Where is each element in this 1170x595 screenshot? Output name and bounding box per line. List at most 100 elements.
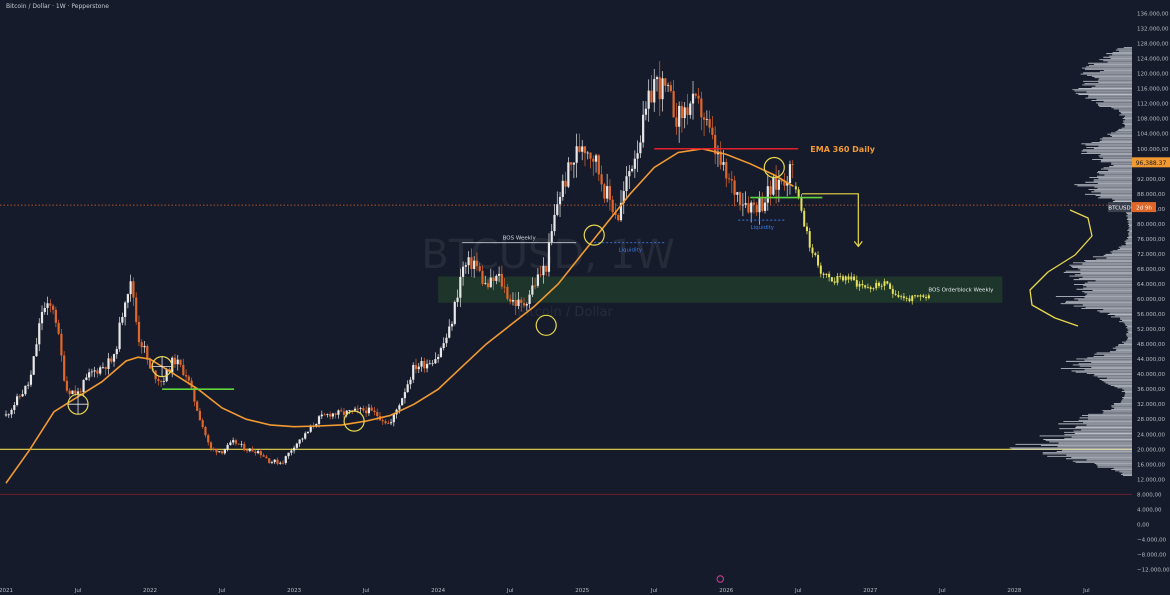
candle-body (265, 456, 268, 459)
candle-body (376, 412, 379, 417)
x-tick-label: 2028 (1007, 588, 1021, 594)
candle-body (492, 277, 495, 281)
candle-body (356, 408, 359, 410)
y-tick-label: 88.000,00 (1137, 192, 1165, 198)
candle-body (786, 182, 789, 186)
candle-body (594, 155, 598, 162)
candle-body (420, 361, 423, 367)
y-tick-label: 36.000,00 (1137, 387, 1165, 393)
y-tick-label: −4.000,00 (1137, 537, 1167, 543)
candle-body (140, 342, 143, 348)
y-tick-label: 80.000,00 (1137, 222, 1165, 228)
marker-circle (583, 224, 605, 246)
x-tick-label: Jul (506, 588, 514, 594)
candle-body (475, 260, 479, 267)
candle-body (489, 277, 492, 288)
x-tick-label: 2022 (143, 588, 157, 594)
candle-body (40, 311, 44, 324)
candle-body (547, 242, 551, 272)
marker-circle (535, 314, 557, 336)
candle-body (268, 458, 271, 463)
projection-body (875, 282, 878, 289)
candle-body (683, 107, 686, 119)
candle-body (342, 411, 346, 415)
projection-body (911, 295, 914, 302)
candle-body (110, 358, 113, 362)
candle-body (367, 407, 370, 414)
x-tick-label: 2027 (863, 588, 877, 594)
candle-body (306, 431, 310, 434)
candle-body (788, 164, 792, 183)
candle-body (301, 438, 304, 440)
candle-body (182, 364, 185, 376)
projection-body (833, 281, 836, 283)
candle-body (331, 413, 334, 417)
candle-body (600, 174, 603, 185)
candle-body (279, 462, 282, 464)
candle-body (473, 260, 476, 269)
candle-body (262, 455, 265, 457)
candle-body (456, 297, 459, 302)
candle-body (736, 192, 739, 195)
candle-body (85, 377, 88, 380)
candle-body (251, 448, 254, 452)
y-tick-label: 20.000,00 (1137, 447, 1165, 453)
candle-body (617, 215, 620, 221)
projection-body (869, 287, 872, 290)
candle-body (747, 203, 750, 213)
candle-body (13, 404, 16, 410)
candle-body (448, 326, 451, 338)
liquidity-label: Liquidity (618, 248, 642, 254)
marker-circle (763, 156, 785, 179)
y-tick-label: 116.000,00 (1137, 87, 1169, 93)
candle-body (783, 181, 786, 186)
candle-body (295, 443, 298, 448)
candle-body (622, 191, 625, 203)
candle-body (550, 231, 553, 243)
candle-body (209, 442, 213, 449)
candle-body (49, 303, 52, 306)
candle-body (65, 380, 69, 391)
candle-body (304, 433, 307, 439)
candle-body (434, 359, 437, 364)
candle-body (281, 462, 285, 464)
liquidity-label: Liquidity (751, 225, 775, 231)
candle-body (500, 273, 503, 287)
current-price-tag-bg (1132, 157, 1170, 168)
x-tick-label: 2023 (287, 588, 301, 594)
candle-body (459, 276, 462, 298)
ema-label: EMA 360 Daily (810, 145, 875, 154)
y-tick-label: 16.000,00 (1137, 462, 1165, 468)
candle-body (680, 105, 684, 119)
candle-body (727, 178, 731, 180)
projection-body (797, 189, 800, 198)
candle-body (7, 414, 10, 416)
projection-body (800, 197, 803, 211)
projection-body (819, 265, 822, 274)
projection-body (889, 283, 892, 289)
y-tick-label: −8.000,00 (1137, 552, 1167, 558)
candle-body (323, 414, 326, 416)
candle-body (193, 387, 196, 402)
candle-body (711, 127, 714, 135)
candle-body (334, 413, 337, 415)
candle-body (691, 93, 695, 104)
projection-body (894, 293, 897, 295)
projection-body (814, 253, 817, 256)
candle-body (597, 155, 600, 175)
candle-body (160, 381, 163, 382)
candle-body (63, 355, 66, 381)
projection-body (844, 276, 847, 281)
y-tick-label: 68.000,00 (1137, 267, 1165, 273)
candle-body (650, 90, 653, 103)
projection-body (858, 283, 861, 287)
candle-body (254, 451, 257, 454)
candle-body (337, 410, 340, 415)
candle-body (619, 202, 623, 221)
projection-body (808, 231, 811, 248)
candle-body (592, 158, 595, 162)
projection-body (891, 288, 894, 294)
y-tick-label: 112.000,00 (1137, 102, 1169, 108)
candle-body (29, 374, 33, 385)
